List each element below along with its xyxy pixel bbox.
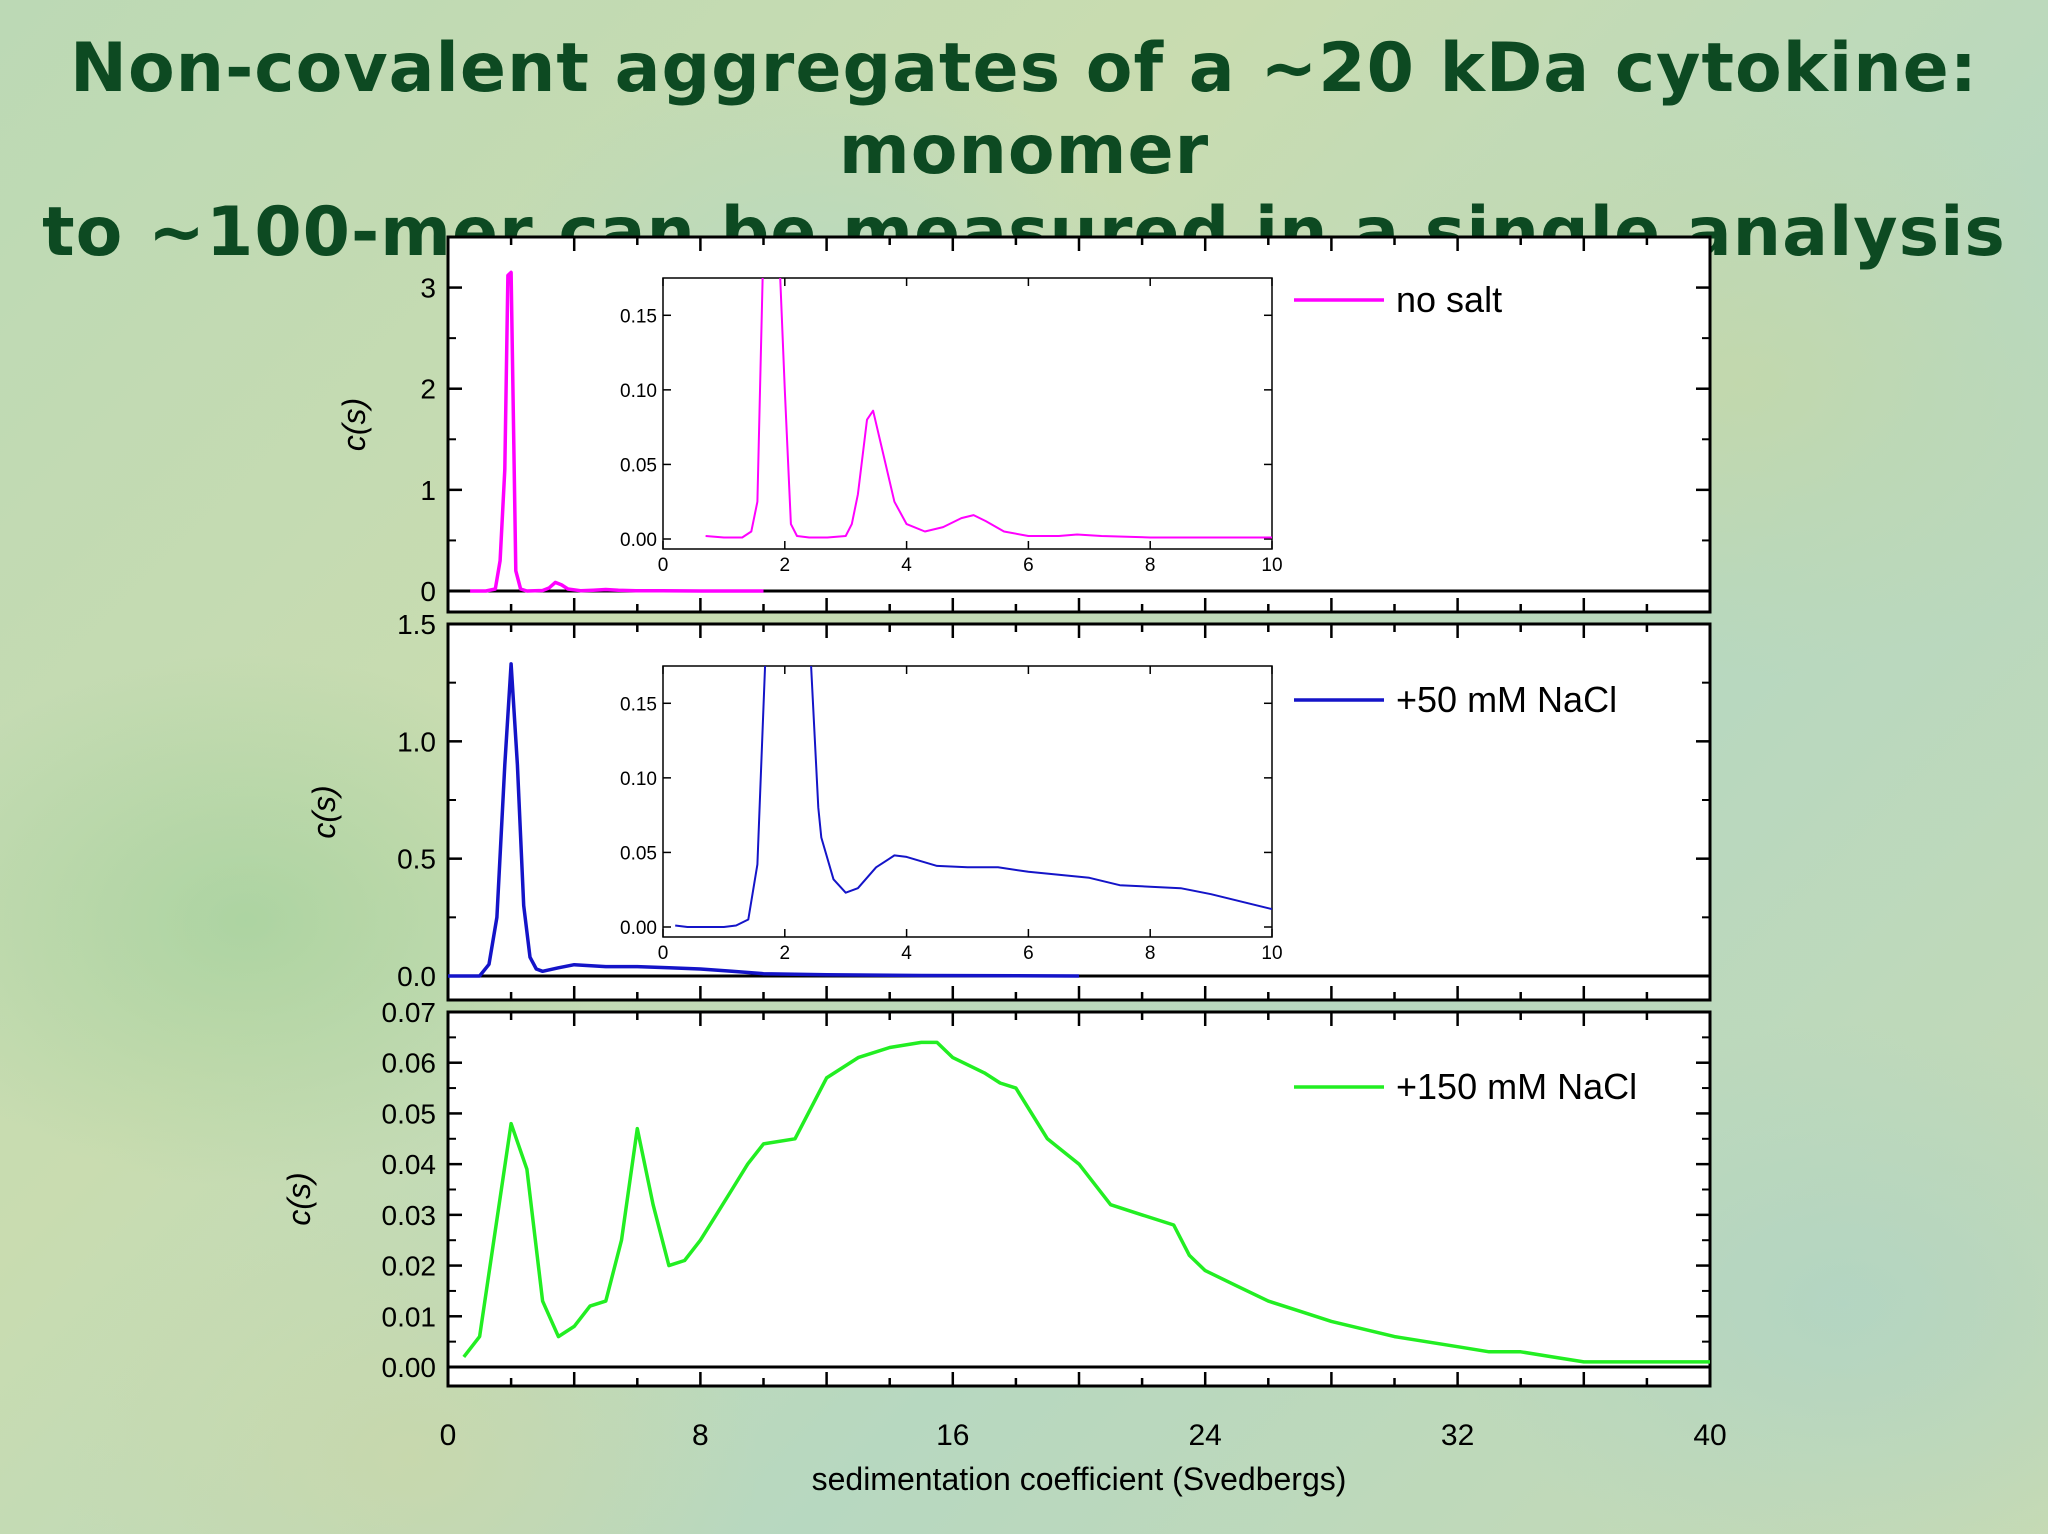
inset-series-line <box>675 666 1272 928</box>
inset-y-tick-label: 0.05 <box>620 455 657 476</box>
inset-top: 0 2 4 6 8 10 0.00 0.05 0.10 0.15 <box>620 277 1283 576</box>
legend-label: +50 mM NaCl <box>1396 679 1617 720</box>
inset-x-tick-label: 0 <box>658 555 669 576</box>
y-tick-label: 1 <box>420 475 436 506</box>
y-tick-label: 0.06 <box>382 1048 437 1079</box>
inset-x-tick-label: 8 <box>1145 555 1156 576</box>
y-axis-label: c(s) <box>306 785 342 838</box>
inset-y-tick-label: 0.10 <box>620 381 657 402</box>
inset-frame <box>662 665 1273 938</box>
inset-x-tick-label: 4 <box>901 943 912 964</box>
inset-frame <box>662 277 1273 550</box>
x-tick-label: 0 <box>440 1419 457 1452</box>
inset-x-tick-label: 2 <box>780 555 791 576</box>
inset-y-tick-label: 0.05 <box>620 843 657 864</box>
y-tick-label: 1.0 <box>397 726 436 757</box>
inset-series-line <box>705 278 1272 539</box>
series-line-bottom <box>462 1040 1710 1364</box>
inset-x-tick-label: 10 <box>1261 555 1282 576</box>
x-tick-label: 40 <box>1693 1419 1726 1452</box>
x-tick-label: 16 <box>936 1419 969 1452</box>
inset-x-tick-label: 2 <box>780 943 791 964</box>
inset-x-tick-label: 6 <box>1023 943 1034 964</box>
x-tick-label: 8 <box>692 1419 709 1452</box>
panel-middle: 0.0 0.5 1.0 1.5 c(s) +50 mM NaCl 0 2 4 6 8 10 0.00 0.… <box>306 609 1712 1002</box>
x-axis-label: sedimentation coefficient (Svedbergs) <box>812 1461 1347 1497</box>
title-line-1: Non-covalent aggregates of a ~20 kDa cyt… <box>70 29 1978 190</box>
series-line-middle <box>448 662 1080 978</box>
y-tick-label: 0.07 <box>382 997 437 1028</box>
y-tick-label: 0.03 <box>382 1200 437 1231</box>
inset-x-tick-label: 10 <box>1261 943 1282 964</box>
legend-label: no salt <box>1396 279 1502 320</box>
inset-x-tick-label: 0 <box>658 943 669 964</box>
panel-bottom: 0.00 0.01 0.02 0.03 0.04 0.05 0.06 0.07 c(s) +150… <box>281 997 1712 1388</box>
inset-x-tick-label: 8 <box>1145 943 1156 964</box>
inset-y-tick-label: 0.15 <box>620 694 657 715</box>
y-tick-label: 0.0 <box>397 961 436 992</box>
legend-label: +150 mM NaCl <box>1396 1066 1637 1107</box>
y-tick-label: 0.00 <box>382 1352 437 1383</box>
inset-x-tick-label: 4 <box>901 555 912 576</box>
y-tick-label: 0 <box>420 576 436 607</box>
series-line-top <box>470 270 764 593</box>
y-axis-label: c(s) <box>281 1172 317 1225</box>
y-tick-label: 3 <box>420 273 436 304</box>
plot-area-bottom <box>446 1010 1712 1388</box>
y-tick-label: 0.01 <box>382 1301 437 1332</box>
inset-y-tick-label: 0.15 <box>620 306 657 327</box>
panel-top: 0 1 2 3 c(s) no salt 0 2 4 6 8 10 0.00 0.05 0.10 0.15 <box>336 235 1712 614</box>
y-tick-label: 1.5 <box>397 609 436 640</box>
y-tick-label: 0.02 <box>382 1251 437 1282</box>
inset-y-tick-label: 0.00 <box>620 530 657 551</box>
y-tick-label: 2 <box>420 374 436 405</box>
inset-y-tick-label: 0.10 <box>620 769 657 790</box>
y-tick-label: 0.04 <box>382 1149 437 1180</box>
y-tick-label: 0.5 <box>397 844 436 875</box>
y-axis-label: c(s) <box>336 398 372 451</box>
x-axis: 0 8 16 24 32 40 sedimentation coefficient (Sve… <box>440 1419 1727 1497</box>
x-tick-label: 24 <box>1189 1419 1222 1452</box>
inset-y-tick-label: 0.00 <box>620 918 657 939</box>
inset-middle: 0 2 4 6 8 10 0.00 0.05 0.10 0.15 <box>620 665 1283 964</box>
inset-x-tick-label: 6 <box>1023 555 1034 576</box>
y-tick-label: 0.05 <box>382 1098 437 1129</box>
x-tick-label: 32 <box>1441 1419 1474 1452</box>
